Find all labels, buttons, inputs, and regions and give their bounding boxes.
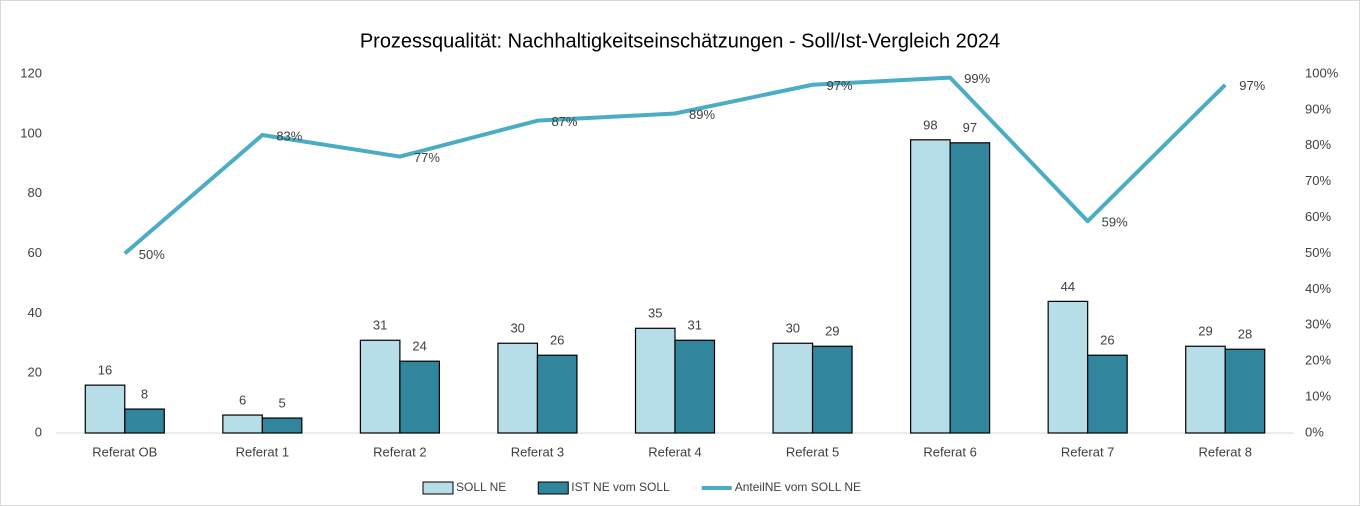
x-tick-label: Referat OB xyxy=(92,444,157,459)
bar-value-label: 35 xyxy=(648,306,662,321)
bar xyxy=(1047,300,1089,434)
bar xyxy=(1224,348,1266,434)
x-tick-label: Referat 7 xyxy=(1061,444,1114,459)
bar-value-label: 44 xyxy=(1061,279,1075,294)
y-tick-label: 100 xyxy=(20,125,42,140)
line-value-label: 77% xyxy=(414,150,440,165)
y2-tick-label: 20% xyxy=(1305,353,1331,368)
bar-value-label: 29 xyxy=(825,324,839,339)
bar xyxy=(536,354,578,434)
bar xyxy=(634,327,676,434)
bar xyxy=(359,339,401,434)
y-tick-label: 120 xyxy=(20,65,42,80)
bar-value-label: 30 xyxy=(786,321,800,336)
x-tick-label: Referat 4 xyxy=(648,444,701,459)
line-value-label: 87% xyxy=(551,114,577,129)
y2-tick-label: 40% xyxy=(1305,281,1331,296)
line-series xyxy=(123,75,1227,256)
bar xyxy=(1087,354,1128,434)
y2-tick-label: 100% xyxy=(1305,65,1339,80)
y-tick-label: 40 xyxy=(28,305,42,320)
bar xyxy=(772,342,814,434)
y2-tick-label: 60% xyxy=(1305,209,1331,224)
bar-value-label: 97 xyxy=(963,120,977,135)
legend-swatch xyxy=(422,481,454,495)
chart-title: Prozessqualität: Nachhaltigkeitseinschät… xyxy=(360,30,1000,52)
bar-value-label: 24 xyxy=(412,339,426,354)
x-tick-label: Referat 8 xyxy=(1198,444,1251,459)
bar-value-label: 98 xyxy=(923,117,937,132)
bar-value-label: 8 xyxy=(141,387,148,402)
bar-value-label: 5 xyxy=(278,395,285,410)
bar xyxy=(497,342,539,434)
line-value-label: 83% xyxy=(276,128,302,143)
y2-tick-label: 80% xyxy=(1305,137,1331,152)
bar-value-label: 30 xyxy=(510,321,524,336)
line-value-label: 99% xyxy=(964,71,990,86)
y-tick-label: 0 xyxy=(35,424,42,439)
bar xyxy=(1185,345,1226,434)
y2-tick-label: 30% xyxy=(1305,317,1331,332)
bar xyxy=(222,414,263,434)
bar xyxy=(399,360,440,434)
bar-value-label: 28 xyxy=(1238,327,1252,342)
bar-value-label: 31 xyxy=(373,318,387,333)
y-tick-label: 20 xyxy=(28,365,42,380)
bar xyxy=(910,139,951,434)
line-value-label: 89% xyxy=(689,107,715,122)
bar xyxy=(811,345,853,434)
bar-value-label: 6 xyxy=(239,392,246,407)
line-value-label: 97% xyxy=(1239,78,1265,93)
bar xyxy=(84,384,126,434)
legend-label: SOLL NE xyxy=(456,480,506,494)
y-tick-label: 60 xyxy=(28,245,42,260)
y-tick-label: 80 xyxy=(28,185,42,200)
bar-value-label: 26 xyxy=(550,333,564,348)
bar xyxy=(261,417,303,434)
bar xyxy=(124,408,165,434)
line-value-label: 97% xyxy=(827,78,853,93)
y2-tick-label: 50% xyxy=(1305,245,1331,260)
legend-label: AnteilNE vom SOLL NE xyxy=(735,480,861,494)
y2-tick-label: 0% xyxy=(1305,424,1324,439)
x-tick-label: Referat 6 xyxy=(923,444,976,459)
bar-value-label: 31 xyxy=(688,318,702,333)
y2-tick-label: 70% xyxy=(1305,173,1331,188)
x-tick-label: Referat 3 xyxy=(511,444,564,459)
x-tick-label: Referat 5 xyxy=(786,444,839,459)
bar-value-label: 16 xyxy=(98,363,112,378)
legend-label: IST NE vom SOLL xyxy=(571,480,670,494)
line-value-label: 59% xyxy=(1102,215,1128,230)
legend-swatch xyxy=(537,481,569,495)
x-tick-label: Referat 2 xyxy=(373,444,426,459)
bar xyxy=(949,142,991,434)
bar-value-label: 29 xyxy=(1198,324,1212,339)
y2-tick-label: 10% xyxy=(1305,389,1331,404)
x-tick-label: Referat 1 xyxy=(236,444,289,459)
bar xyxy=(674,339,716,434)
bar-value-label: 26 xyxy=(1100,333,1114,348)
line-value-label: 50% xyxy=(139,247,165,262)
y2-tick-label: 90% xyxy=(1305,101,1331,116)
